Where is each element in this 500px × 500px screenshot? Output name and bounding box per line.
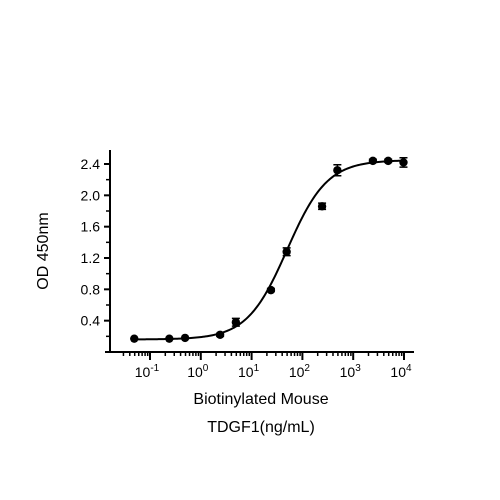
fit-curve-group (134, 159, 405, 341)
y-tick-label: 2.0 (81, 187, 101, 203)
x-tick-label-exponent: 2 (304, 363, 310, 374)
x-tick-label: 10-1 (135, 363, 160, 380)
data-point (383, 156, 393, 166)
data-point (165, 334, 174, 343)
axes (105, 150, 414, 353)
data-point (333, 166, 342, 175)
data-point (180, 333, 190, 343)
x-tick-label: 103 (340, 363, 362, 380)
fit-curve (134, 159, 405, 341)
x-axis-title-line-1: Biotinylated Mouse (193, 391, 328, 408)
x-tick-label-base: 10 (238, 364, 254, 380)
y-axis-title: OD 450nm (35, 212, 52, 289)
data-point (317, 202, 327, 211)
x-tick-label-base: 10 (187, 364, 203, 380)
data-point (368, 156, 378, 166)
y-tick-label: 0.4 (81, 313, 101, 329)
data-point (399, 158, 408, 167)
x-tick-label-base: 10 (289, 364, 305, 380)
x-axis-ticks: 10-1 100 101 102 103 104 (122, 352, 412, 380)
data-point (130, 334, 139, 343)
x-tick-label: 100 (187, 363, 209, 380)
data-point (282, 247, 291, 256)
data-points (130, 156, 408, 343)
data-point (231, 318, 241, 327)
x-tick-label-base: 10 (340, 364, 356, 380)
x-tick-label: 102 (289, 363, 311, 380)
x-axis-title-line-2: TDGF1(ng/mL) (207, 419, 315, 436)
data-point (266, 285, 276, 295)
x-tick-label-base: 10 (135, 364, 151, 380)
data-point (215, 330, 225, 339)
x-tick-label-base: 10 (390, 364, 406, 380)
x-tick-label: 104 (390, 363, 412, 380)
y-tick-label: 0.8 (81, 281, 101, 297)
x-tick-label-exponent: 4 (406, 363, 412, 374)
x-tick-label: 101 (238, 363, 260, 380)
x-tick-label-exponent: 3 (355, 363, 361, 374)
y-tick-label: 1.2 (81, 250, 101, 266)
x-tick-label-exponent: -1 (150, 363, 159, 374)
y-axis-ticks: 0.4 0.8 1.2 1.6 2.0 2.4 (81, 156, 110, 338)
y-tick-label: 1.6 (81, 219, 101, 235)
x-tick-label-exponent: 1 (254, 363, 260, 374)
y-tick-label: 2.4 (81, 156, 101, 172)
x-tick-label-exponent: 0 (203, 363, 209, 374)
